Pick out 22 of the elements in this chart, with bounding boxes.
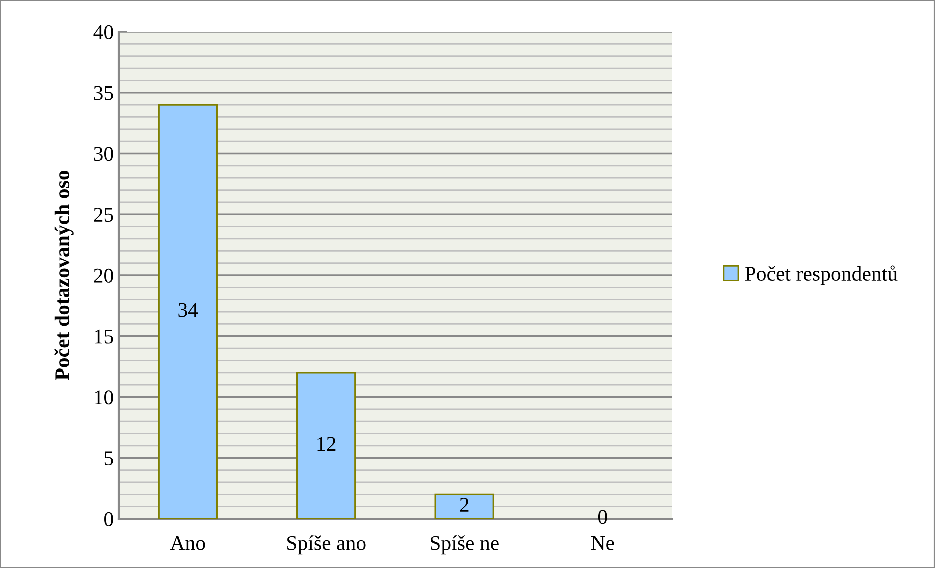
bar: [434, 494, 494, 519]
data-label: 12: [318, 437, 336, 451]
y-tick-label: 40: [94, 25, 114, 40]
x-tick-label: Spíše ano: [288, 536, 366, 555]
y-tick-label: 5: [104, 452, 114, 466]
y-tick-label: 0: [104, 512, 114, 526]
x-tick-label: Ano: [170, 536, 206, 550]
y-tick-label: 20: [94, 268, 114, 283]
y-axis-title: Počet dotazovaných oso: [54, 170, 74, 380]
data-label: 34: [178, 303, 198, 318]
x-tick-label: Ne: [591, 536, 614, 550]
data-label: 2: [460, 498, 469, 512]
bar: [158, 104, 218, 519]
y-tick-label: 10: [95, 390, 114, 405]
y-tick-label: 25: [94, 208, 114, 222]
legend-label: Počet respondentů: [745, 266, 898, 286]
y-tick-label: 35: [94, 86, 114, 100]
y-tick-label: 30: [94, 147, 114, 162]
y-tick-label: 15: [95, 330, 114, 344]
bar: [296, 372, 356, 519]
x-tick-label: Spíše ne: [431, 536, 499, 555]
data-label: 0: [598, 510, 608, 524]
